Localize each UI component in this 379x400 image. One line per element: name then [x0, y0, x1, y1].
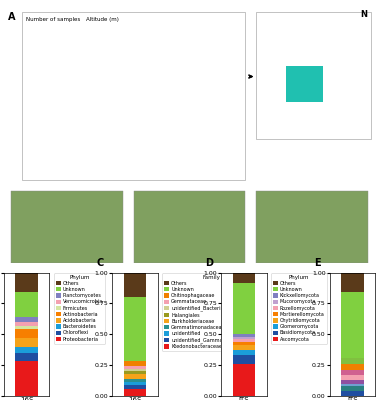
Bar [124, 385, 146, 388]
Bar [233, 342, 255, 346]
Bar [233, 346, 255, 350]
Legend: Others, Unknown, Planctomycetes, Verrucomicrobia, Firmicutes, Actinobacteria, Ac: Others, Unknown, Planctomycetes, Verruco… [54, 272, 105, 344]
Text: Number of samples: Number of samples [26, 17, 80, 22]
Text: A: A [8, 12, 15, 22]
Bar [124, 371, 146, 374]
Text: Altitude (m): Altitude (m) [86, 17, 118, 22]
Legend: Others, Unknown, Kickxellomycota, Mucoromycota, Rozellomycota, Mortierellomycota: Others, Unknown, Kickxellomycota, Mucoro… [271, 272, 327, 344]
Bar [15, 362, 38, 396]
Text: D: D [205, 258, 213, 268]
Bar [15, 322, 38, 326]
Bar [233, 355, 255, 364]
Bar [124, 379, 146, 382]
Text: E: E [314, 258, 321, 268]
Bar [124, 382, 146, 385]
Bar [341, 273, 364, 292]
Bar [341, 386, 364, 391]
Bar [15, 317, 38, 322]
Bar [15, 273, 38, 292]
Bar [233, 282, 255, 334]
Bar [341, 364, 364, 370]
Bar [233, 350, 255, 355]
Bar [124, 273, 146, 297]
Bar [233, 339, 255, 342]
Bar [15, 353, 38, 362]
Bar [15, 329, 38, 338]
Bar [15, 347, 38, 353]
Bar [341, 358, 364, 364]
Bar [15, 292, 38, 317]
FancyBboxPatch shape [134, 190, 245, 263]
Bar [15, 326, 38, 329]
Bar [341, 384, 364, 386]
Text: C: C [97, 258, 104, 268]
Bar [233, 364, 255, 396]
FancyBboxPatch shape [11, 190, 123, 263]
Text: N: N [360, 10, 368, 19]
Bar [341, 370, 364, 375]
Bar [341, 391, 364, 396]
Bar [341, 292, 364, 358]
FancyBboxPatch shape [286, 66, 323, 102]
Bar [124, 362, 146, 366]
Bar [233, 337, 255, 339]
Bar [15, 338, 38, 347]
Bar [124, 297, 146, 362]
Bar [233, 334, 255, 337]
Bar [233, 273, 255, 282]
Bar [124, 374, 146, 379]
Bar [124, 388, 146, 396]
Bar [124, 366, 146, 369]
Bar [124, 369, 146, 371]
FancyBboxPatch shape [256, 190, 368, 263]
Legend: Others, Unknown, Chitinophagaceae, Gemmataceae, unidentified_Bacteria, Halangial: Others, Unknown, Chitinophagaceae, Gemma… [163, 272, 261, 351]
Bar [341, 375, 364, 380]
Bar [341, 380, 364, 384]
